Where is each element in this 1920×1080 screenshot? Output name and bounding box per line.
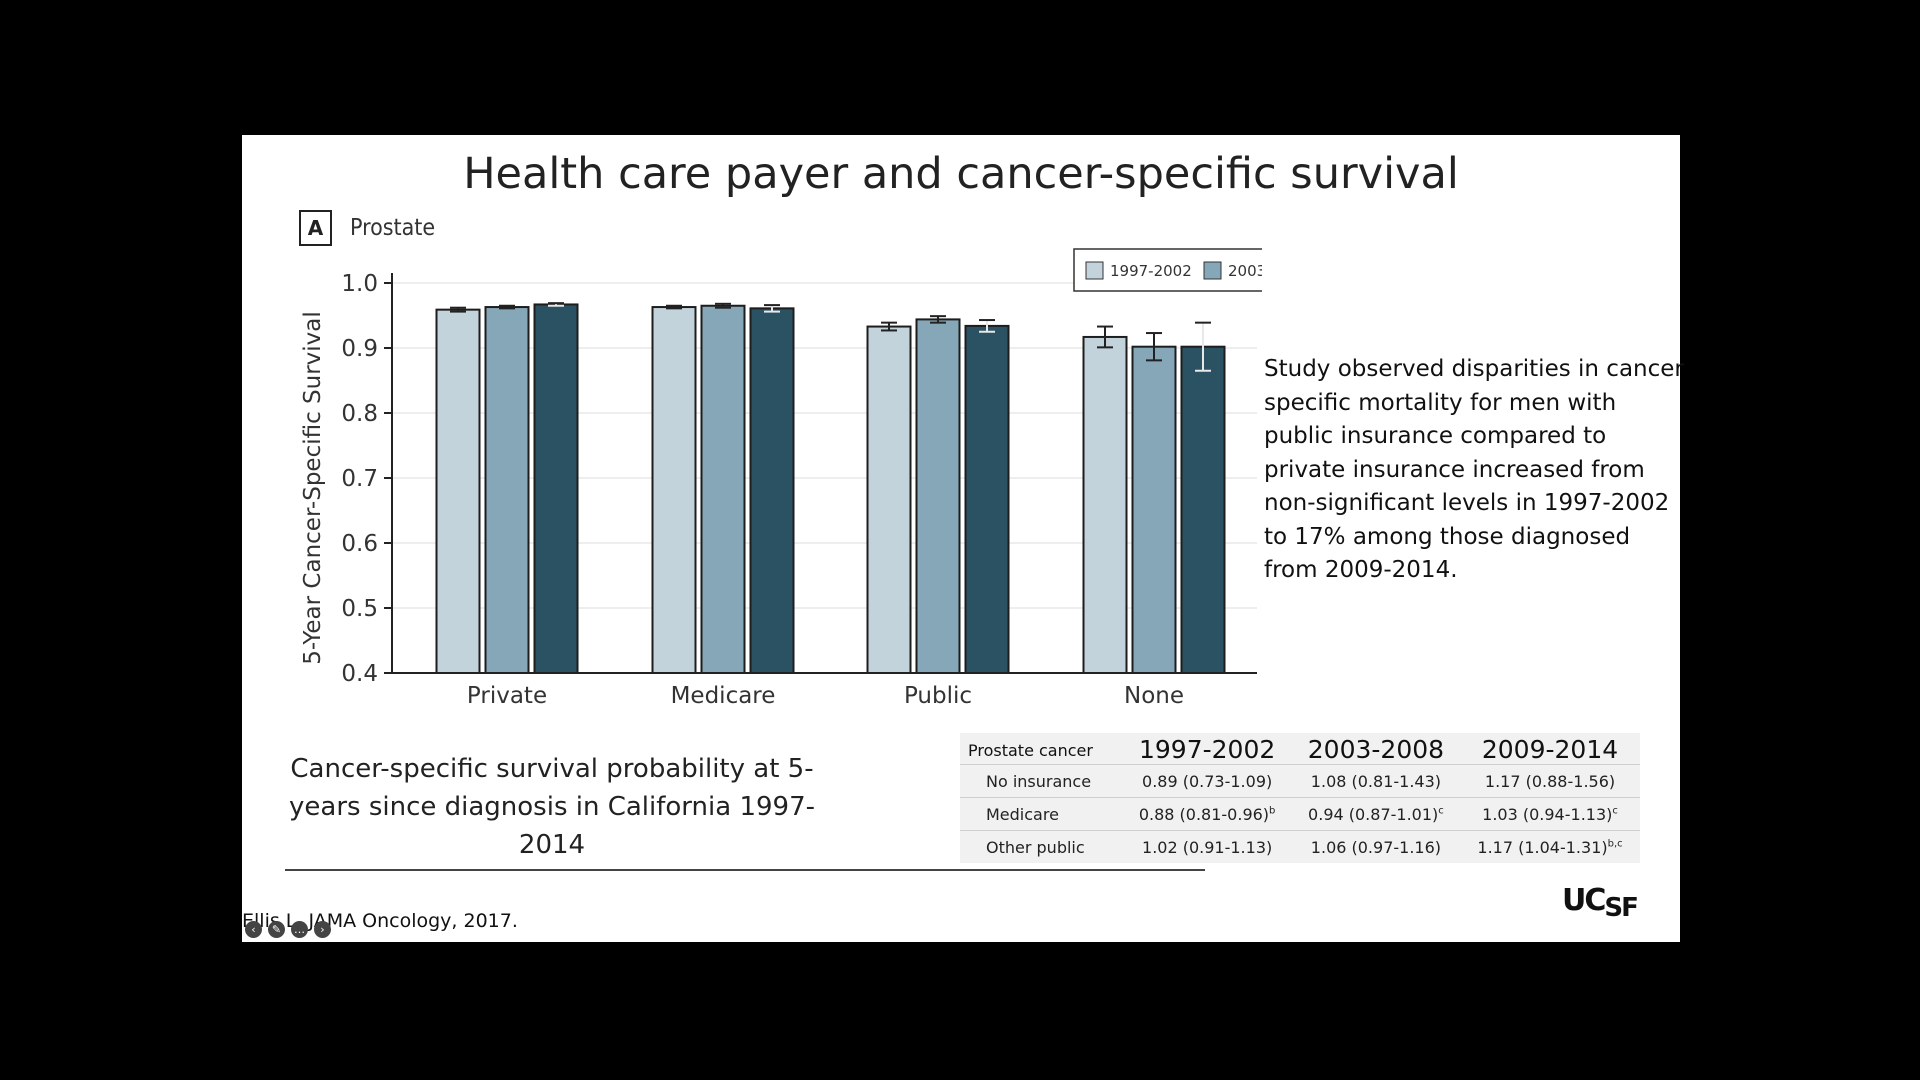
legend-swatch: [1085, 261, 1104, 280]
hazard-ratio-table: Prostate cancer 1997-2002 2003-2008 2009…: [960, 733, 1640, 863]
table-cell: 1.02 (0.91-1.13): [1122, 830, 1292, 863]
forward-icon[interactable]: ›: [314, 921, 331, 938]
caption-divider: [285, 869, 1205, 871]
bar: [866, 325, 912, 675]
slide: Health care payer and cancer-specific su…: [242, 135, 1684, 942]
y-tick-label: 1.0: [341, 271, 378, 297]
y-tick-label: 0.4: [341, 661, 378, 687]
pen-icon[interactable]: ✎: [268, 921, 285, 938]
bar: [651, 306, 697, 675]
chart-title: Prostate: [350, 215, 436, 241]
table-cell: 1.06 (0.97-1.16): [1291, 830, 1461, 863]
x-category-label: Public: [904, 683, 972, 709]
table-header-cell: 2003-2008: [1307, 735, 1445, 764]
more-icon[interactable]: …: [291, 921, 308, 938]
slide-nav-controls: ‹ ✎ … ›: [245, 921, 331, 938]
slide-title: Health care payer and cancer-specific su…: [463, 149, 1459, 199]
bar: [435, 308, 481, 674]
table-header-row: Prostate cancer 1997-2002 2003-2008 2009…: [960, 733, 1640, 765]
panel-letter: A: [299, 210, 332, 246]
bar: [533, 303, 579, 674]
table-row-label: Other public: [960, 830, 1123, 863]
table-row-label: Medicare: [960, 797, 1123, 831]
table-row-label: No insurance: [960, 764, 1123, 798]
bar: [1131, 345, 1177, 674]
bar: [700, 304, 746, 674]
y-axis-label: 5-Year Cancer-Specific Survival: [300, 311, 326, 665]
table-row: No insurance 0.89 (0.73-1.09) 1.08 (0.81…: [960, 764, 1640, 798]
table-row: Medicare 0.88 (0.81-0.96)b 0.94 (0.87-1.…: [960, 797, 1640, 831]
y-tick-label: 0.7: [341, 466, 378, 492]
table-header-cell: 1997-2002: [1138, 735, 1276, 764]
ucsf-logo: UCSF: [1562, 883, 1639, 923]
table-cell: 0.94 (0.87-1.01)c: [1291, 797, 1461, 831]
bar: [749, 307, 795, 674]
table-header-cell: Prostate cancer: [968, 741, 1093, 760]
x-category-label: None: [1124, 683, 1184, 709]
bar-chart: 0.4 0.5 0.6 0.7 0.8 0.9 1.0 5-Year Cancer-Speci…: [300, 248, 1262, 709]
legend-box: [1073, 248, 1262, 292]
study-summary-text: Study observed disparities in cancer spe…: [1264, 356, 1684, 583]
figure-caption: Cancer-specific survival probability at …: [289, 754, 815, 860]
table-row: Other public 1.02 (0.91-1.13) 1.06 (0.97…: [960, 830, 1640, 863]
legend-label: 1997-2002: [1110, 262, 1192, 280]
table-header-cell: 2009-2014: [1481, 735, 1619, 764]
table-cell: 1.17 (1.04-1.31)b,c: [1460, 830, 1640, 863]
bar: [484, 306, 530, 675]
back-icon[interactable]: ‹: [245, 921, 262, 938]
x-category-label: Private: [467, 683, 547, 709]
y-tick-label: 0.5: [341, 596, 378, 622]
bar: [1082, 335, 1128, 674]
y-tick-label: 0.8: [341, 401, 378, 427]
citation: Ellis L, JAMA Oncology, 2017.: [242, 910, 518, 932]
table-cell: 1.03 (0.94-1.13)c: [1460, 797, 1640, 831]
y-tick-label: 0.9: [341, 336, 378, 362]
table-cell: 1.08 (0.81-1.43): [1291, 764, 1461, 798]
bar: [1180, 345, 1226, 674]
bar: [915, 318, 961, 674]
table-cell: 0.88 (0.81-0.96)b: [1122, 797, 1292, 831]
table-cell: 1.17 (0.88-1.56): [1460, 764, 1640, 798]
bar: [964, 324, 1010, 674]
y-tick-label: 0.6: [341, 531, 378, 557]
table-cell: 0.89 (0.73-1.09): [1122, 764, 1292, 798]
legend-label: 2003-2008: [1228, 262, 1262, 280]
legend-swatch: [1203, 261, 1222, 280]
x-category-label: Medicare: [671, 683, 776, 709]
